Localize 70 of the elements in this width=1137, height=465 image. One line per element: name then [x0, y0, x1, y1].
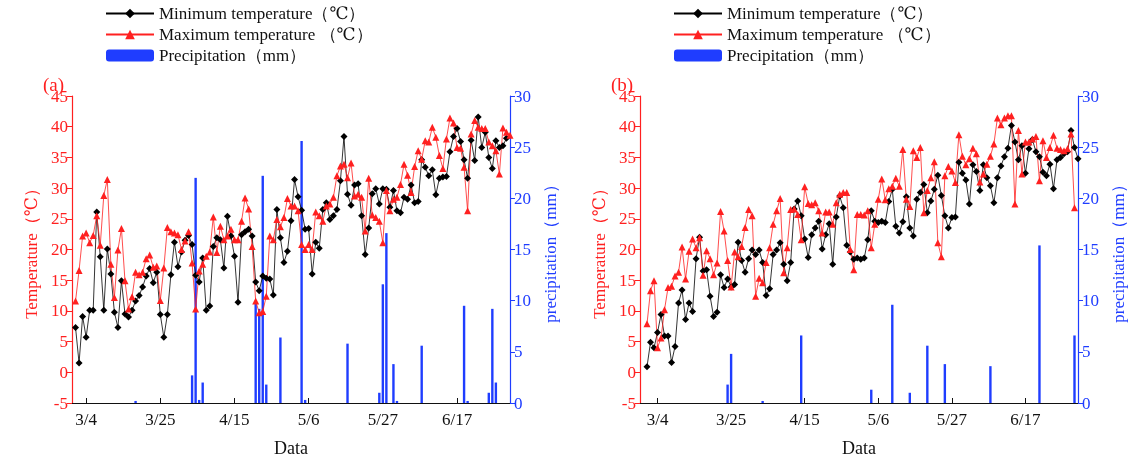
legend-label: Precipitation（mm） [727, 46, 875, 65]
legend-label: Minimum temperature（℃） [159, 4, 366, 23]
y2-tick-label: 20 [1082, 188, 1099, 208]
y2-axis-title: precipitation（mm） [1108, 176, 1128, 323]
bar [420, 345, 423, 403]
y2-tick-label: 0 [1082, 393, 1091, 413]
x-tick-label: 6/17 [441, 410, 473, 429]
y2-tick-label: 0 [514, 393, 523, 413]
bar [279, 337, 282, 403]
x-tick-label: 4/15 [789, 410, 820, 429]
bar [761, 400, 764, 403]
y-tick-label: 25 [619, 209, 636, 229]
x-tick-label: 3/4 [75, 410, 98, 429]
y-tick-label: 10 [51, 301, 68, 321]
y2-tick-label: 5 [1082, 342, 1091, 362]
y-tick-label: 5 [627, 332, 636, 352]
y-tick-label: 15 [619, 270, 636, 290]
x-tick-label: 3/25 [715, 410, 747, 429]
y2-tick-label: 5 [514, 342, 523, 362]
bar [989, 366, 992, 403]
x-tick-label: 5/27 [367, 410, 399, 429]
y2-tick-label: 20 [514, 188, 531, 208]
y-axis-title: Temperature（℃） [590, 180, 610, 319]
bar [392, 364, 395, 403]
legend-label: Precipitation（mm） [159, 46, 307, 65]
y-tick-label: 35 [51, 147, 68, 167]
x-tick-label: 3/25 [145, 410, 176, 429]
y-tick-label: 0 [59, 362, 68, 382]
x-tick-label: 5/6 [867, 410, 890, 429]
x-tick-label: 5/6 [297, 410, 320, 429]
y2-axis-title: precipitation（mm） [540, 176, 560, 323]
x-tick-label: 3/4 [646, 410, 669, 429]
y-tick-label: 10 [619, 301, 636, 321]
y2-tick-label: 10 [1082, 291, 1099, 311]
bar [201, 382, 204, 403]
y-tick-label: 15 [51, 270, 68, 290]
x-tick-label: 4/15 [219, 410, 250, 429]
y-axis-title: Temperature（℃） [22, 180, 42, 319]
bar [346, 343, 349, 403]
bar [134, 400, 137, 403]
y2-tick-label: 30 [514, 86, 531, 106]
legend-label: Minimum temperature（℃） [727, 4, 934, 23]
y-tick-label: 35 [619, 147, 636, 167]
y-tick-label: 20 [619, 240, 636, 259]
y-tick-label: 30 [51, 178, 68, 198]
y-tick-label: -5 [53, 393, 68, 413]
y-tick-label: 40 [619, 117, 636, 137]
x-axis-title: Data [842, 438, 876, 458]
x-axis-title: Data [274, 438, 308, 458]
y-tick-label: 0 [627, 362, 636, 382]
y2-tick-label: 25 [514, 137, 531, 157]
bar [1073, 335, 1076, 403]
y2-tick-label: 25 [1082, 137, 1099, 157]
y-tick-label: -5 [621, 393, 636, 413]
bar [491, 308, 494, 403]
bar [926, 345, 929, 403]
legend-label: Maximum temperature （℃） [159, 25, 373, 44]
x-tick-label: 6/17 [1010, 410, 1042, 429]
bar [1038, 245, 1041, 403]
y2-tick-label: 15 [514, 240, 531, 259]
y-tick-label: 5 [59, 332, 68, 352]
y-tick-label: 40 [51, 117, 68, 137]
y2-tick-label: 30 [1082, 86, 1099, 106]
y2-tick-label: 15 [1082, 240, 1099, 259]
y-tick-label: 20 [51, 240, 68, 259]
x-tick-label: 5/27 [936, 410, 968, 429]
y-tick-label: 25 [51, 209, 68, 229]
y-tick-label: 30 [619, 178, 636, 198]
y2-tick-label: 10 [514, 291, 531, 311]
legend-label: Maximum temperature （℃） [727, 25, 941, 44]
